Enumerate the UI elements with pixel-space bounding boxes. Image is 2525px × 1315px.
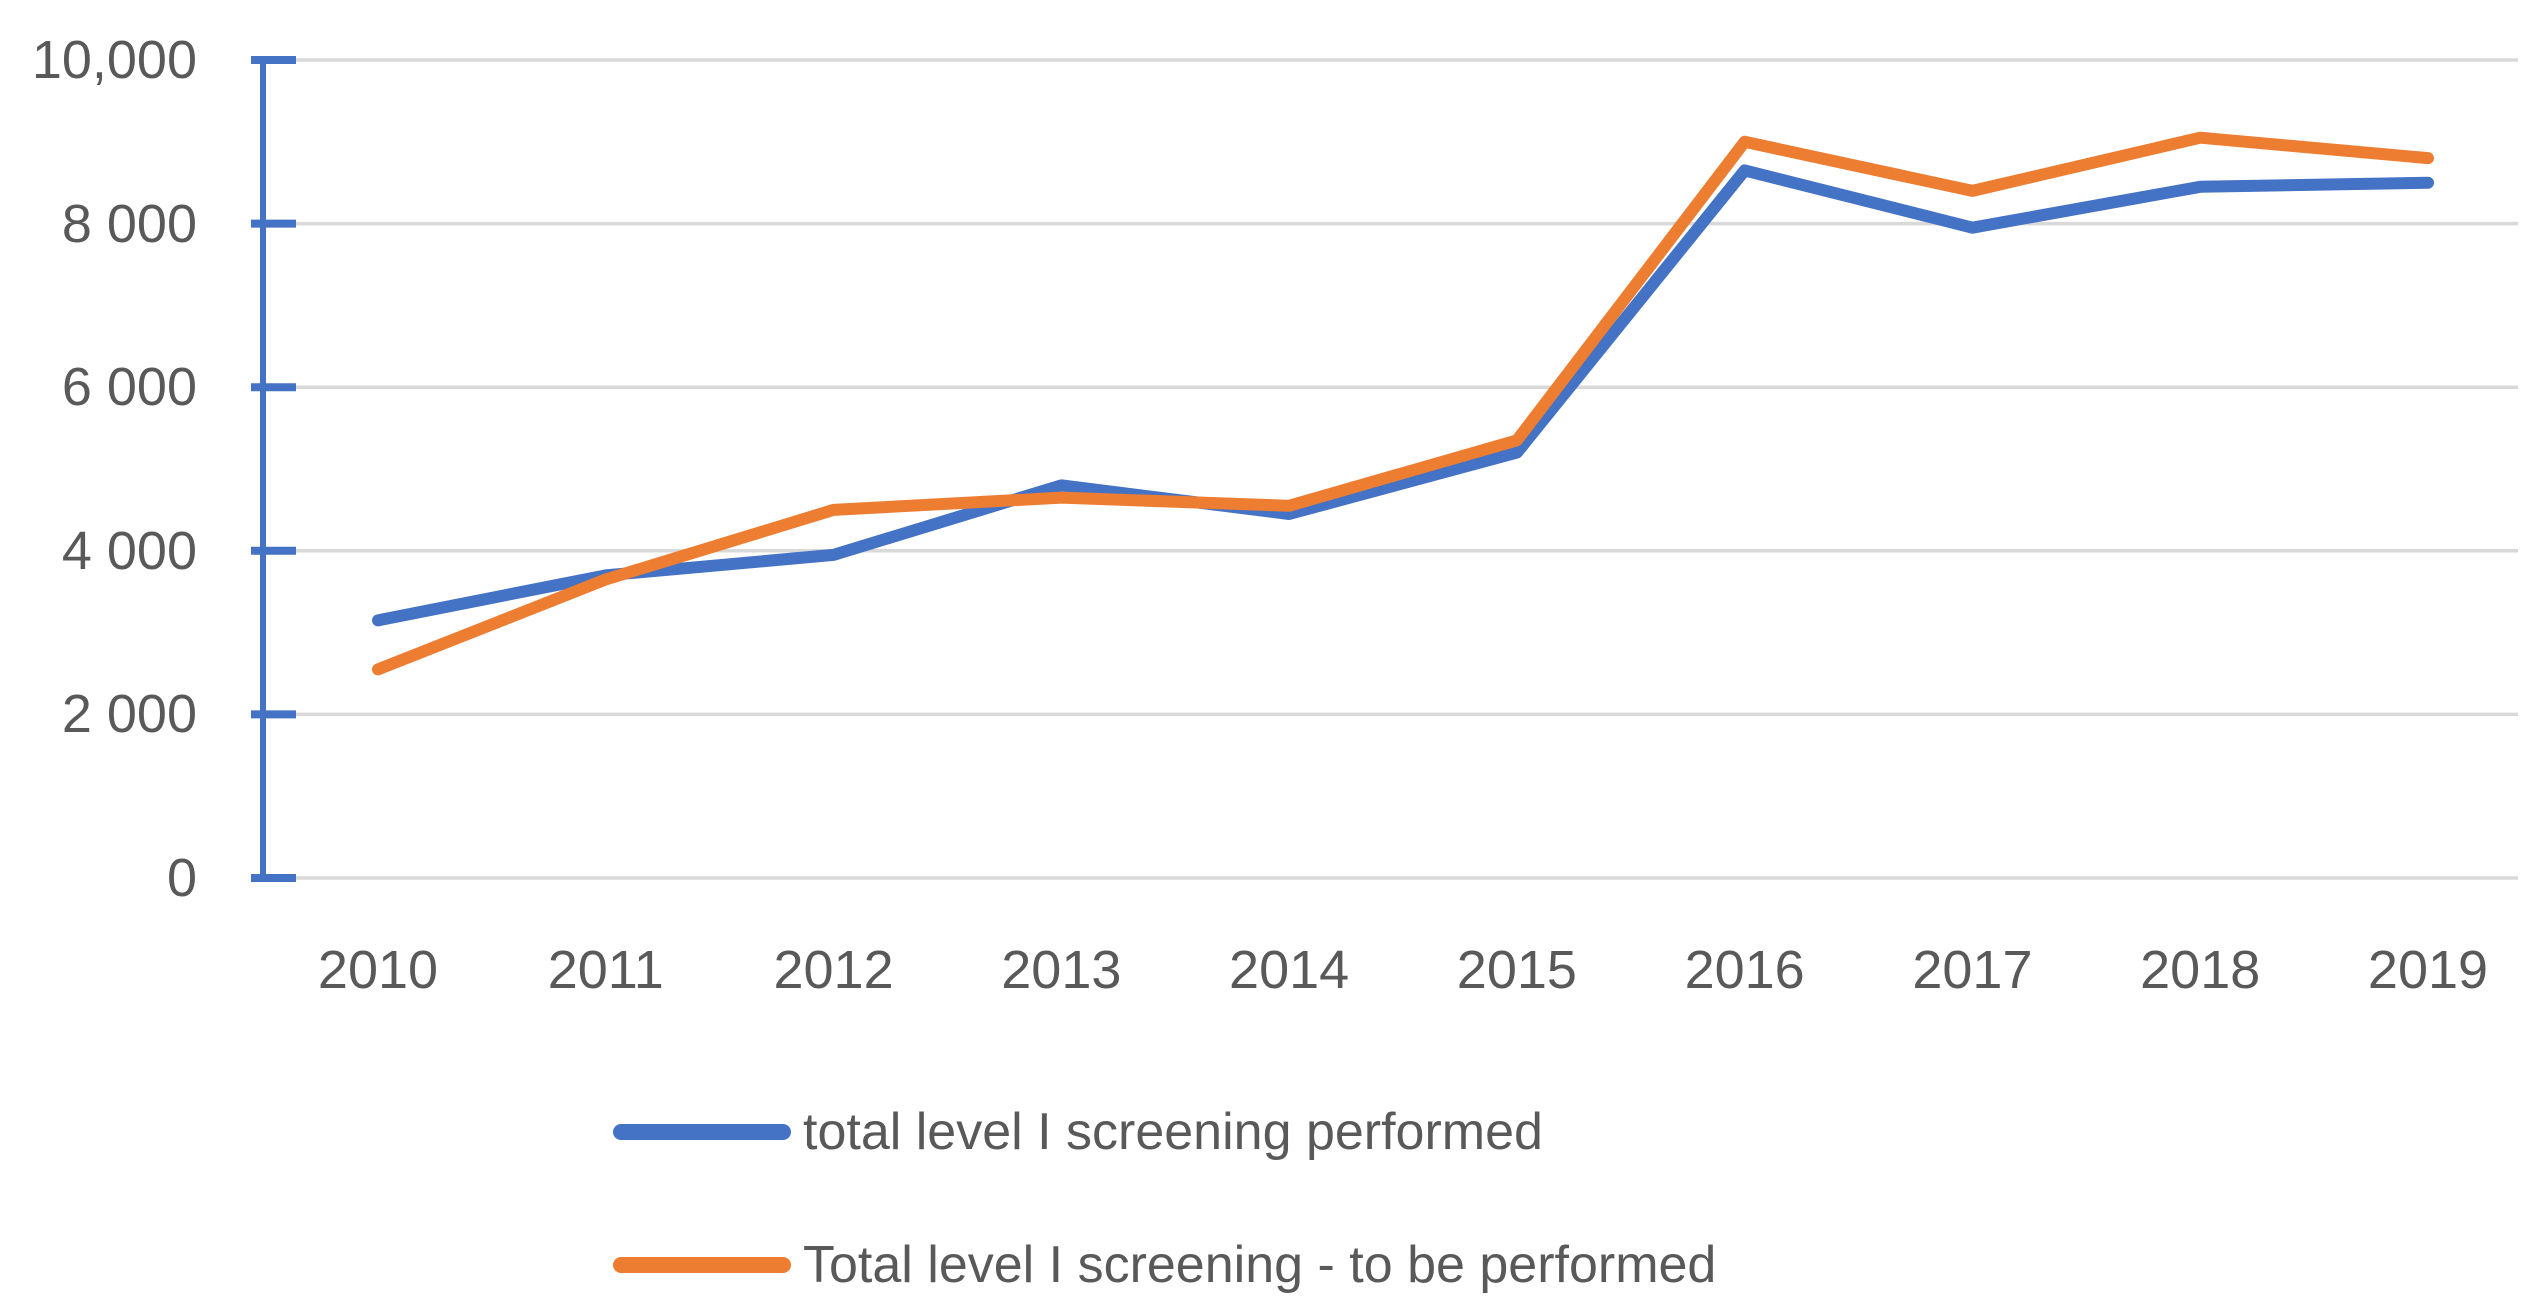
x-axis-tick-label-2014: 2014 (1229, 940, 1350, 1000)
x-axis-tick-label-2018: 2018 (2140, 940, 2261, 1000)
series-line-0 (372, 164, 2434, 627)
x-axis-tick-label-2013: 2013 (1001, 940, 1122, 1000)
y-axis-tick-label: 0 (166, 848, 197, 908)
x-axis-tick-label-2015: 2015 (1456, 940, 1577, 1000)
y-axis-tick-label: 2 000 (61, 684, 197, 745)
legend-label-to-be-performed: Total level I screening - to be performe… (803, 1236, 1717, 1294)
y-axis-tick-label: 8 000 (61, 193, 197, 254)
x-axis-tick-label-2017: 2017 (1912, 940, 2033, 1000)
legend-label-performed: total level I screening performed (803, 1103, 1543, 1161)
x-axis-tick-label-2019: 2019 (2367, 940, 2489, 1000)
x-axis-tick-label-2011: 2011 (547, 940, 664, 1000)
series-line-1 (372, 131, 2434, 676)
x-axis-tick-label-2012: 2012 (773, 940, 894, 1000)
legend-swatch-to-be-performed (613, 1257, 791, 1273)
x-axis-tick-label-2010: 2010 (317, 940, 439, 1000)
y-axis-tick-label: 4 000 (61, 520, 197, 581)
y-axis-tick-label: 6 000 (61, 357, 197, 418)
x-axis-tick-label-2016: 2016 (1684, 940, 1805, 1000)
legend-swatch-performed (613, 1124, 791, 1140)
y-axis-tick-label: 10,000 (31, 30, 197, 90)
legend-item-to-be-performed: Total level I screening - to be performe… (613, 1235, 1716, 1295)
legend-item-performed: total level I screening performed (613, 1102, 1543, 1162)
